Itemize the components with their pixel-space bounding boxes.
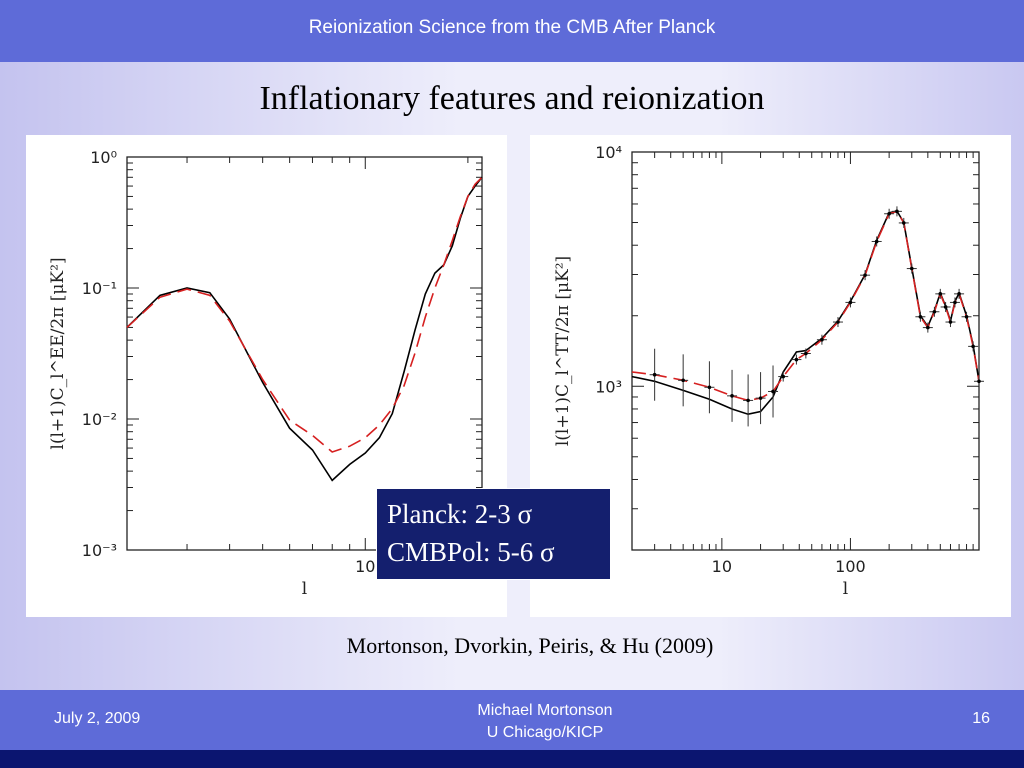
data-point <box>707 385 712 390</box>
y-tick-label: 10⁻² <box>82 410 117 429</box>
planck-significance: Planck: 2-3 σ <box>387 499 533 529</box>
x-axis-label: l <box>302 579 307 599</box>
y-tick-label: 10⁻¹ <box>82 279 117 298</box>
y-axis-label: l(l+1)C_l^EE/2π [μK²] <box>48 257 68 449</box>
y-tick-label: 10³ <box>595 377 622 396</box>
data-point <box>957 292 961 296</box>
data-point <box>836 320 840 324</box>
data-point <box>926 325 930 330</box>
data-point <box>964 314 969 319</box>
data-point <box>971 344 975 349</box>
x-tick-label: 10 <box>355 557 375 576</box>
cmbpol-significance: CMBPol: 5-6 σ <box>387 537 555 567</box>
solid-model-line <box>631 210 980 416</box>
slide-title: Inflationary features and reionization <box>259 80 765 117</box>
plot-frame <box>631 151 980 551</box>
detection-significance-box: Planck: 2-3 σ CMBPol: 5-6 σ <box>376 488 611 580</box>
tt-spectrum-chart: 10 100 10⁴ 10³ l l(l+1)C_l^TT/2π [μK²] <box>553 143 984 599</box>
header-band <box>0 0 1024 62</box>
y-tick-label: 10⁰ <box>90 148 117 167</box>
data-point <box>938 292 943 296</box>
data-point <box>758 396 763 400</box>
ee-spectrum-chart: 10 10⁰ 10⁻¹ 10⁻² 10⁻³ l l(l+1)C_l^EE/2π [μK²] <box>48 148 483 599</box>
data-point <box>681 378 685 383</box>
author-affiliation: U Chicago/KICP <box>486 724 604 741</box>
data-point <box>863 273 867 277</box>
data-point <box>848 300 853 305</box>
x-axis-label: l <box>843 579 848 599</box>
data-point <box>943 305 948 309</box>
data-point <box>730 394 734 398</box>
data-point <box>901 221 906 225</box>
x-tick-label: 100 <box>835 557 866 576</box>
x-tick-label: 10 <box>712 557 732 576</box>
data-point <box>977 379 981 384</box>
data-point <box>804 351 808 356</box>
data-point <box>887 211 891 216</box>
data-point <box>874 239 879 244</box>
solid-model-line <box>126 176 483 482</box>
data-point <box>953 300 957 305</box>
y-tick-label: 10⁻³ <box>82 541 117 560</box>
data-point <box>918 314 923 319</box>
author-name: Michael Mortonson <box>477 702 613 719</box>
data-point <box>781 374 786 379</box>
data-point <box>932 309 937 314</box>
dashed-model-line <box>631 210 980 402</box>
data-point <box>652 372 657 377</box>
footer-author: Michael Mortonson U Chicago/KICP <box>400 700 690 744</box>
data-point <box>820 337 824 342</box>
dashed-model-line <box>126 176 483 453</box>
y-axis-label: l(l+1)C_l^TT/2π [μK²] <box>553 256 573 446</box>
data-point <box>794 357 799 362</box>
page-number: 16 <box>972 710 990 727</box>
footer-dark-strip <box>0 750 1024 768</box>
citation: Mortonson, Dvorkin, Peiris, & Hu (2009) <box>346 633 714 658</box>
data-point <box>948 320 953 324</box>
plot-frame <box>126 156 483 551</box>
data-point <box>746 398 750 403</box>
data-point <box>771 389 775 394</box>
footer-date: July 2, 2009 <box>54 710 141 727</box>
data-point <box>909 266 914 271</box>
y-tick-label: 10⁴ <box>595 143 622 162</box>
presentation-title: Reionization Science from the CMB After … <box>308 17 716 38</box>
data-point <box>895 209 899 214</box>
